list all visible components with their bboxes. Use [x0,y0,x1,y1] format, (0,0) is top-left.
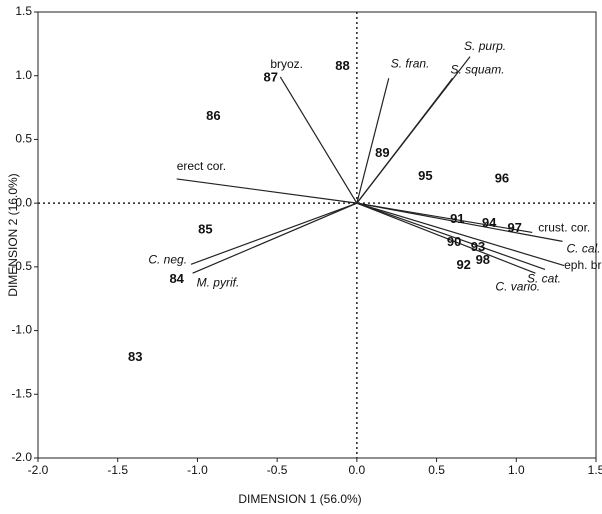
x-axis-label: DIMENSION 1 (56.0%) [238,492,361,506]
y-tick-label: 0.0 [15,195,32,209]
point-label: 93 [471,239,485,254]
vector [356,202,546,270]
vector [356,202,565,267]
vector-label: S. purp. [464,39,506,53]
point-label: 97 [507,220,521,235]
vector-label: erect cor. [177,159,226,173]
point-label: 85 [198,221,212,236]
point-label: 87 [264,70,278,85]
vector-label: S. fran. [391,56,430,70]
point-label: 84 [169,271,184,286]
vector [356,202,563,242]
point-label: 96 [495,170,509,185]
y-tick-label: -0.5 [11,259,32,273]
point-label: 88 [335,58,349,73]
plot-frame [37,11,597,459]
vector-label: C. vario. [495,279,540,293]
x-tick-label: 1.5 [588,463,602,477]
y-tick-label: -2.0 [11,450,32,464]
x-tick-label: -0.5 [267,463,288,477]
vector [279,76,358,204]
x-tick-label: 1.0 [508,463,525,477]
y-tick-label: -1.5 [11,386,32,400]
vector-label: C. neg. [148,252,187,266]
point-label: 92 [456,257,470,272]
point-label: 98 [476,252,490,267]
x-tick-label: 0.5 [428,463,445,477]
x-tick-label: -2.0 [28,463,49,477]
vector-label: S. cat. [527,272,561,286]
vector [176,178,357,204]
vector-label: crust. cor. [538,221,590,235]
x-tick-label: -1.5 [107,463,128,477]
point-label: 91 [450,211,464,226]
y-tick-label: 1.5 [15,4,32,18]
vector-label: bryoz. [270,57,303,71]
vector-label: M. pyrif. [197,275,240,289]
x-tick-label: -1.0 [187,463,208,477]
vector-label: C. cal. [567,242,601,256]
point-label: 90 [447,234,461,249]
y-tick-label: -1.0 [11,323,32,337]
vector [190,202,358,265]
x-tick-label: 0.0 [349,463,366,477]
y-tick-label: 1.0 [15,68,32,82]
point-label: 83 [128,349,142,364]
y-tick-label: 0.5 [15,132,32,146]
vector-label: eph. brn. [564,258,602,272]
point-label: 95 [418,168,432,183]
y-axis-label: DIMENSION 2 (16.0%) [6,173,20,296]
vector [356,77,453,204]
point-label: 94 [482,215,497,230]
vector [192,202,358,274]
point-label: 89 [375,145,389,160]
point-label: 86 [206,108,220,123]
vector-label: S. squam. [451,62,505,76]
vector [356,202,536,274]
vector [356,78,390,204]
